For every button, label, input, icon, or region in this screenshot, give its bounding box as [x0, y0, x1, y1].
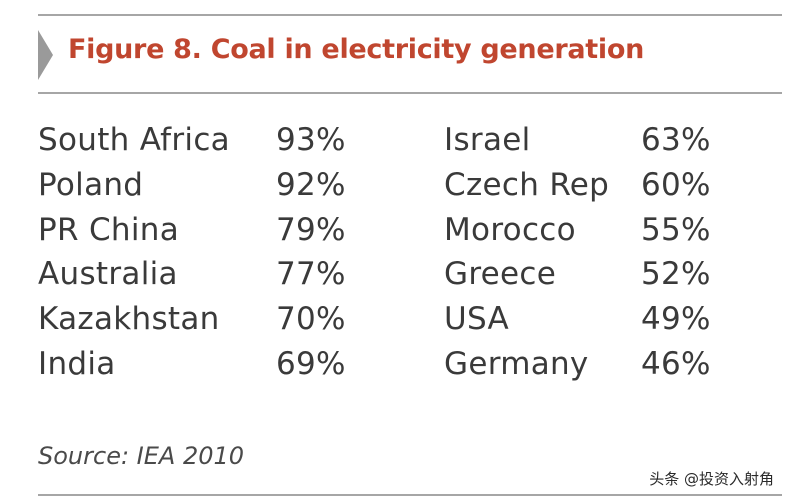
share-right: 60% — [641, 166, 711, 203]
bottom-rule — [38, 494, 782, 496]
share-right: 49% — [641, 301, 711, 338]
figure-title: Figure 8. Coal in electricity generation — [68, 34, 645, 65]
table-row: South Africa 93% Israel 63% — [0, 118, 788, 162]
share-right: 63% — [641, 122, 711, 158]
country-left: Poland — [38, 166, 144, 203]
table-row: India 69% Germany 46% — [0, 342, 788, 386]
country-left: India — [38, 346, 116, 382]
country-left: Kazakhstan — [38, 301, 220, 338]
country-right: Czech Rep — [444, 166, 610, 203]
table-row: PR China 79% Morocco 55% — [0, 208, 788, 252]
source-note: Source: IEA 2010 — [38, 442, 245, 470]
country-left: PR China — [38, 211, 180, 248]
country-left: South Africa — [38, 122, 230, 158]
share-left: 70% — [276, 301, 346, 338]
title-marker-icon — [38, 30, 53, 80]
country-right: Morocco — [444, 211, 576, 248]
share-left: 69% — [276, 346, 346, 382]
share-left: 79% — [276, 211, 346, 248]
country-right: Greece — [444, 256, 557, 293]
share-right: 46% — [641, 346, 711, 382]
table-row: Australia 77% Greece 52% — [0, 252, 788, 296]
country-right: Germany — [444, 346, 589, 382]
share-right: 55% — [641, 211, 711, 248]
top-rule — [38, 14, 782, 16]
title-underline-rule — [38, 92, 782, 94]
table-row: Poland 92% Czech Rep 60% — [0, 163, 788, 207]
country-right: Israel — [444, 122, 531, 158]
country-left: Australia — [38, 256, 178, 293]
country-right: USA — [444, 301, 510, 338]
share-left: 77% — [276, 256, 346, 293]
share-right: 52% — [641, 256, 711, 293]
share-left: 93% — [276, 122, 346, 158]
watermark-text: 头条 @投资入射角 — [649, 470, 774, 488]
share-left: 92% — [276, 166, 346, 203]
table-row: Kazakhstan 70% USA 49% — [0, 297, 788, 341]
